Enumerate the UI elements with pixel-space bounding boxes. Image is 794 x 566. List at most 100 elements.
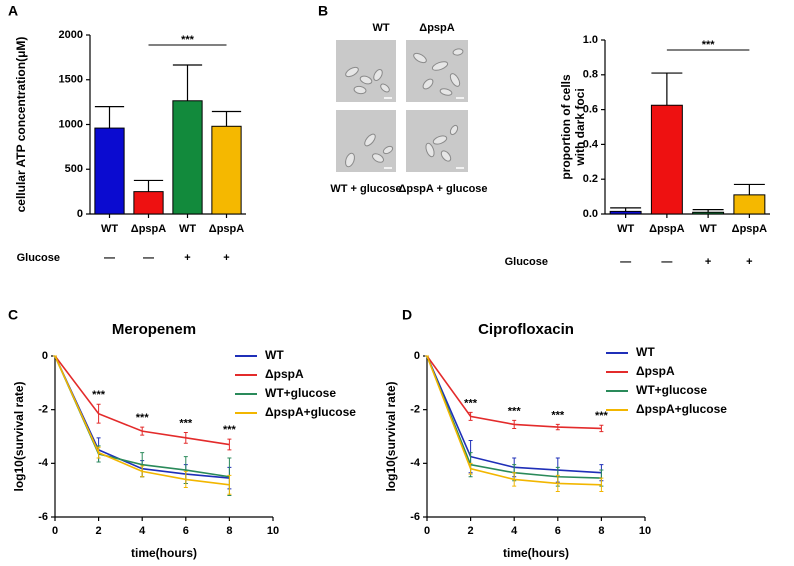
image-label: ΔpspA + glucose xyxy=(398,183,487,195)
error-bar xyxy=(555,423,560,431)
x-axis-label: time(hours) xyxy=(131,546,197,560)
error-bar xyxy=(599,424,604,433)
significance: *** xyxy=(508,405,522,417)
micrograph xyxy=(336,40,396,102)
y-tick-label: 1.0 xyxy=(583,34,598,46)
error-bar xyxy=(96,446,101,459)
legend-label: ΔpspA xyxy=(265,367,304,381)
x-tick-label: ΔpspA xyxy=(131,223,166,235)
x-tick-label: 10 xyxy=(639,525,651,537)
y-tick-label: 0 xyxy=(42,350,48,362)
x-tick-label: ΔpspA xyxy=(649,223,684,235)
legend-label: ΔpspA+glucose xyxy=(636,402,727,416)
chart-title: Meropenem xyxy=(112,321,196,338)
y-tick-label: -4 xyxy=(38,457,49,469)
error-bar xyxy=(183,431,188,444)
error-bar xyxy=(96,403,101,424)
x-tick-label: ΔpspA xyxy=(732,223,767,235)
y-axis-label: cellular ATP concentration(μM) xyxy=(14,37,28,213)
x-tick-label: 0 xyxy=(52,525,58,537)
panel-letter: B xyxy=(318,3,328,19)
legend-label: WT+glucose xyxy=(265,386,336,400)
image-label: ΔpspA xyxy=(419,22,454,34)
x-tick-label: WT xyxy=(700,223,717,235)
x-tick-label: 4 xyxy=(139,525,146,537)
significance: *** xyxy=(223,424,237,436)
row-value: + xyxy=(746,256,752,268)
y-tick-label: -6 xyxy=(38,511,48,523)
error-bar xyxy=(555,474,560,493)
error-bar xyxy=(140,465,145,478)
y-axis-label: with dark foci xyxy=(573,88,587,166)
error-bar xyxy=(599,477,604,493)
error-bar xyxy=(172,64,203,101)
error-bar xyxy=(183,470,188,488)
x-tick-label: ΔpspA xyxy=(209,223,244,235)
y-tick-label: 0.0 xyxy=(583,208,598,220)
error-bar xyxy=(468,462,473,475)
error-bar xyxy=(94,106,125,129)
error-bar xyxy=(211,110,242,127)
legend-label: WT xyxy=(265,348,284,362)
y-tick-label: -4 xyxy=(410,457,421,469)
error-bar xyxy=(610,207,642,212)
x-tick-label: 8 xyxy=(226,525,232,537)
x-axis-label: time(hours) xyxy=(503,546,569,560)
significance: *** xyxy=(595,410,609,422)
x-tick-label: 8 xyxy=(598,525,604,537)
bar xyxy=(172,100,203,215)
row-value: — xyxy=(143,252,154,264)
bar xyxy=(94,127,125,215)
y-tick-label: 0 xyxy=(414,350,420,362)
cells xyxy=(345,48,464,168)
x-tick-label: WT xyxy=(101,223,118,235)
x-tick-label: 0 xyxy=(424,525,430,537)
y-tick-label: 0.6 xyxy=(583,104,598,116)
y-tick-label: 1500 xyxy=(59,74,83,86)
significance: *** xyxy=(136,412,150,424)
error-bar xyxy=(733,183,765,195)
bar xyxy=(650,104,683,215)
y-tick-label: 0.4 xyxy=(583,138,599,150)
error-bar xyxy=(133,179,164,192)
legend-label: WT+glucose xyxy=(636,383,707,397)
x-tick-label: 2 xyxy=(468,525,474,537)
bar xyxy=(133,191,164,215)
x-tick-label: WT xyxy=(179,223,196,235)
x-tick-label: 2 xyxy=(96,525,102,537)
image-label: WT xyxy=(372,22,389,34)
significance: *** xyxy=(464,397,478,409)
significance: *** xyxy=(702,39,716,51)
row-label: Glucose xyxy=(505,256,548,268)
row-value: — xyxy=(661,256,672,268)
bar xyxy=(692,211,725,215)
x-tick-label: WT xyxy=(617,223,634,235)
significance: *** xyxy=(179,417,193,429)
row-value: — xyxy=(620,256,631,268)
y-axis-label: log10(survival rate) xyxy=(12,381,26,491)
legend-label: ΔpspA+glucose xyxy=(265,405,356,419)
y-tick-label: 0 xyxy=(77,208,83,220)
x-tick-label: 4 xyxy=(511,525,518,537)
y-tick-label: -6 xyxy=(410,511,420,523)
x-tick-label: 6 xyxy=(555,525,561,537)
error-bar xyxy=(140,426,145,436)
y-tick-label: 2000 xyxy=(59,29,83,41)
significance: *** xyxy=(181,34,195,46)
legend-label: ΔpspA xyxy=(636,364,675,378)
significance: *** xyxy=(551,409,565,421)
error-bar xyxy=(692,209,724,213)
x-tick-label: 10 xyxy=(267,525,279,537)
error-bar xyxy=(227,438,232,451)
error-bar xyxy=(512,472,517,487)
y-tick-label: 1000 xyxy=(59,118,83,130)
row-value: + xyxy=(705,256,711,268)
row-value: — xyxy=(104,252,115,264)
bar xyxy=(211,125,242,215)
y-tick-label: 500 xyxy=(65,163,83,175)
bar xyxy=(733,194,766,215)
significance: *** xyxy=(92,389,106,401)
y-tick-label: -2 xyxy=(38,404,48,416)
y-tick-label: 0.2 xyxy=(583,173,598,185)
